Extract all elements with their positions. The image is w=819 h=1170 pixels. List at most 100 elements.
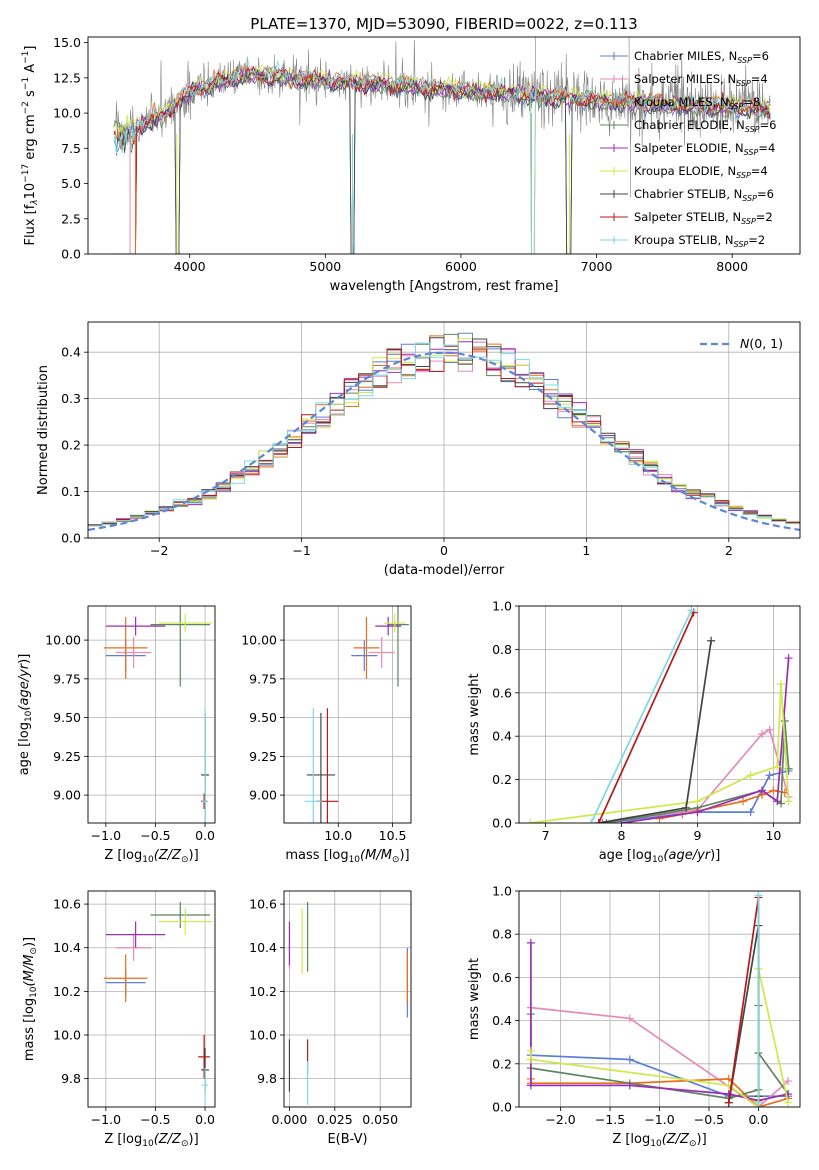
spectrum-model-line [113,67,771,254]
errorbar-point [351,640,378,672]
x-tick-label: −0.5 [694,1112,724,1127]
x-tick-label: −1.0 [91,828,121,843]
y-tick-label: 0.2 [492,772,512,787]
y-tick-label: 9.00 [249,788,277,803]
y-tick-label: 0.1 [61,484,81,499]
x-tick-label: 1 [582,543,590,558]
x-tick-label: −0.5 [140,828,170,843]
x-tick-label: 6000 [445,259,477,274]
plus-marker [598,819,607,823]
x-tick-label: 4000 [174,259,206,274]
axes-frame [518,890,801,1108]
x-tick-label: 8 [618,828,626,843]
plus-marker [769,786,778,795]
axes-frame [283,605,412,824]
mass_vs_Z-axes: −1.0 −0.5 0.0 9.8 10.0 10.2 10.4 10.6 Z [log10(Z… [22,891,215,1149]
axis-label: E(B-V) [327,1132,367,1147]
plus-marker [765,771,774,780]
x-tick-label: 0.050 [362,1112,398,1127]
errorbar-point [103,954,148,1003]
y-tick-label: 10.4 [249,940,277,955]
y-tick-label: 10.0 [53,106,81,121]
mass-weight-line [598,640,712,823]
spectrum-legend: Chabrier MILES, NSSP=6 Salpeter MILES, NS… [600,49,776,249]
y-tick-label: 0.0 [492,816,512,831]
legend-entry: Kroupa MILES, NSSP=8 [634,95,760,111]
errorbar-point [353,616,380,679]
mass_weight_vs_Z-axes: −2.0 −1.5 −1.0 −0.5 0.0 0.0 0.2 0.4 0.6 0.8 1.0 Z [… [467,884,800,1149]
plus-marker [687,606,696,615]
plus-marker [625,1014,634,1023]
plus-marker [693,808,702,817]
axes-frame [87,36,801,255]
x-tick-label: 0.0 [748,1112,768,1127]
y-tick-label: 0.3 [61,391,81,406]
y-tick-label: 0.8 [492,642,512,657]
errorbar-point [202,708,209,823]
x-tick-label: −2 [150,543,168,558]
mass-weight-line [602,770,789,823]
y-tick-label: 9.00 [53,788,81,803]
errorbar-point [150,606,211,687]
y-tick-label: 5.0 [61,176,81,191]
y-tick-label: 10.2 [249,984,277,999]
plus-marker [754,1103,763,1107]
spectrum-model-line [113,60,771,254]
y-tick-label: 9.25 [53,749,81,764]
y-tick-label: 10.00 [45,633,81,648]
plus-marker [625,1055,634,1064]
plus-marker [526,1055,535,1064]
errorbar-point [387,606,409,687]
x-tick-label: 0 [440,543,448,558]
errorbar-point [115,637,152,668]
plus-marker [707,636,716,645]
y-tick-label: 9.25 [249,749,277,764]
errorbar-point [158,908,213,935]
plus-marker [777,680,786,689]
y-tick-label: 10.2 [53,984,81,999]
legend-entry: Chabrier STELIB, NSSP=6 [634,187,774,203]
errorbar-point [115,934,152,961]
axis-label: age [log10(age/yr)] [599,848,721,865]
figure-title: PLATE=1370, MJD=53090, FIBERID=0022, z=0… [250,15,637,33]
plus-marker [780,717,789,726]
plus-marker [773,797,782,806]
plus-marker [746,771,755,780]
y-tick-label: 10.00 [241,633,277,648]
plus-marker [784,1077,793,1086]
axis-label: wavelength [Angstrom, rest frame] [330,279,559,294]
x-tick-label: 8000 [716,259,748,274]
errorbar-point [306,712,336,823]
axis-label: mass weight [467,673,482,755]
axis-label: mass weight [467,958,482,1040]
mass_weight_vs_age-axes: 7 8 9 10 0.0 0.2 0.4 0.6 0.8 1.0 age [log10(age/yr… [467,599,800,865]
x-tick-label: 7 [542,828,550,843]
legend-entry: Chabrier ELODIE, NSSP=6 [634,118,776,134]
mass-weight-line [727,897,760,1103]
axis-label: Normed distribution [36,365,51,495]
axis-label: age [log10(age/yr)] [17,654,34,776]
y-tick-label: 12.5 [53,70,81,85]
legend-entry: Chabrier MILES, NSSP=6 [634,49,769,65]
plus-marker [746,808,755,817]
errorbar-point [202,1067,209,1103]
legend-entry: Kroupa STELIB, NSSP=2 [634,233,765,249]
mass-weight-line [590,609,693,823]
x-tick-label: −2.0 [545,1112,575,1127]
plus-marker [724,1090,733,1099]
axis-label: Z [log10(Z/Z⊙)] [612,1132,706,1149]
gaussian-curve [87,351,801,531]
y-tick-label: 0.2 [492,1056,512,1071]
plus-marker [784,797,793,806]
axis-label: Z [log10(Z/Z⊙)] [104,1132,198,1149]
mass-weight-line [597,612,695,823]
x-tick-label: 7000 [581,259,613,274]
plus-marker [625,1081,634,1090]
axis-label: mass [log10(M/M⊙)] [285,848,409,865]
y-tick-label: 9.75 [249,671,277,686]
plus-marker [773,762,782,771]
x-tick-label: −1.0 [91,1112,121,1127]
axes-frame [87,605,216,824]
x-tick-label: −1.5 [595,1112,625,1127]
plus-marker [526,819,535,823]
